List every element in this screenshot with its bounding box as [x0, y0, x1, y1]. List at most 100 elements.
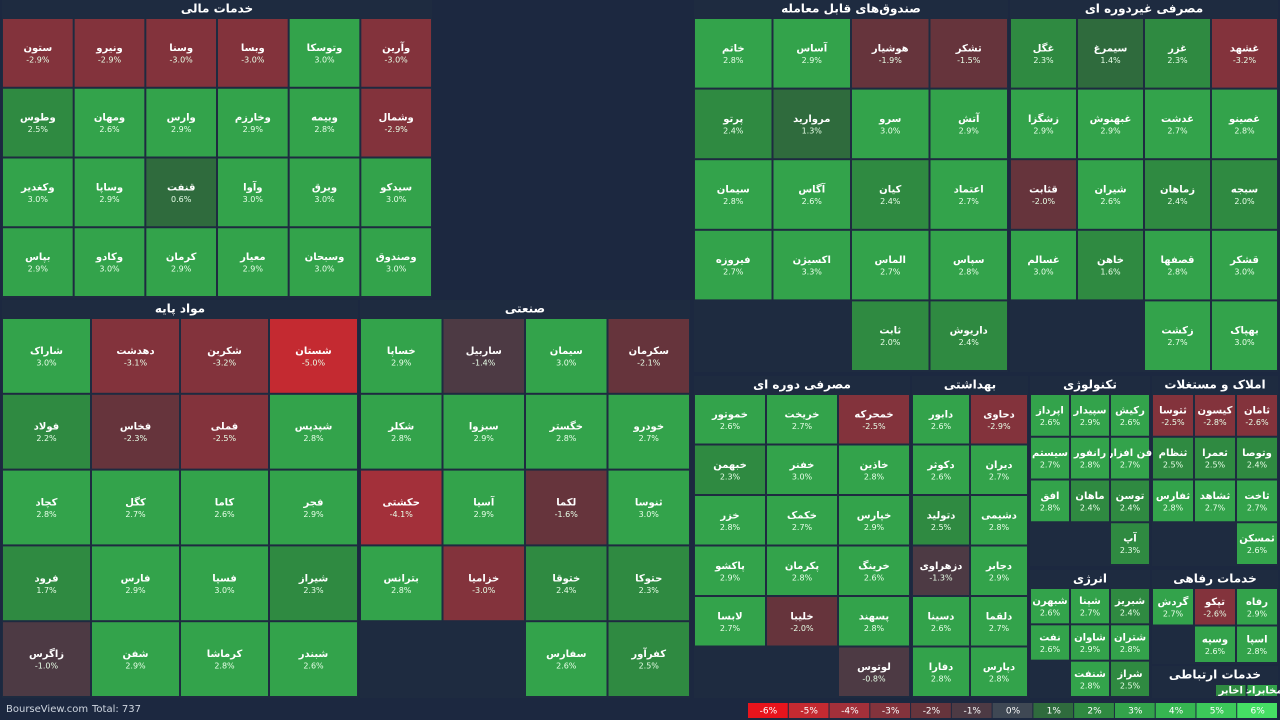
stock-name: وبیمه: [311, 113, 338, 124]
stock-tile: [1110, 588, 1150, 625]
stock-change: 2.3%: [1167, 56, 1188, 65]
stock-name: شاراک: [30, 346, 63, 357]
stock-name: خپارس: [857, 510, 892, 521]
stock-name: فن افزار: [1107, 448, 1152, 459]
stock-change: 2.7%: [1163, 609, 1184, 618]
stock-change: 1.4%: [1100, 56, 1121, 65]
stock-tile: [217, 227, 289, 297]
stock-tile: [838, 444, 910, 495]
stock-tile: [851, 159, 930, 230]
stock-tile: [180, 621, 269, 698]
stock-tile: [1110, 522, 1150, 565]
stock-tile: [1110, 624, 1150, 661]
stock-name: غبهنوش: [1090, 114, 1132, 125]
stock-name: وتوسکا: [307, 43, 343, 54]
stock-tile: [180, 469, 269, 546]
stock-name: اخابر: [1218, 686, 1243, 697]
stock-tile: [929, 18, 1008, 89]
stock-change: -1.4%: [472, 358, 496, 367]
stock-tile: [1010, 88, 1077, 160]
legend-label: -5%: [800, 707, 818, 717]
stock-change: 2.7%: [989, 472, 1010, 481]
stock-tile: [360, 545, 443, 622]
stock-tile: [607, 545, 690, 622]
stock-change: 2.6%: [214, 510, 235, 519]
stock-change: 3.0%: [28, 195, 49, 204]
stock-change: 2.7%: [959, 197, 980, 206]
stock-tile: [525, 545, 608, 622]
stock-change: -2.8%: [1203, 418, 1227, 427]
stock-tile: [288, 227, 361, 297]
stock-tile: [73, 18, 146, 88]
stock-tile: [525, 469, 608, 546]
stock-name: شپنا: [1079, 596, 1101, 607]
stock-change: 2.6%: [556, 662, 577, 671]
stock-tile: [91, 393, 180, 470]
stock-change: 2.7%: [1205, 503, 1226, 512]
stock-name: خموتور: [711, 409, 748, 420]
stock-tile: [1194, 625, 1236, 663]
stock-tile: [145, 18, 217, 88]
stock-change: 1.7%: [36, 586, 57, 595]
stock-change: -2.6%: [1245, 418, 1269, 427]
stock-change: 2.3%: [303, 586, 324, 595]
stock-tile: [2, 157, 74, 228]
stock-name: آتش: [958, 112, 980, 125]
stock-tile: [145, 227, 217, 297]
stock-name: شنفت: [1074, 669, 1106, 680]
stock-name: وسبحان: [305, 252, 345, 263]
stock-tile: [91, 545, 180, 622]
stock-name: آپ: [1123, 532, 1137, 545]
stock-name: اکسیژن: [793, 255, 831, 266]
stock-tile: [1110, 660, 1150, 698]
stock-name: قثابت: [1029, 185, 1058, 196]
stock-name: وبرق: [312, 182, 337, 193]
stock-name: فجر: [303, 498, 324, 509]
stock-name: شتران: [1114, 633, 1146, 644]
stock-name: دهدشت: [116, 346, 154, 357]
stock-name: سیستم: [1032, 448, 1068, 459]
stock-change: 2.7%: [989, 624, 1010, 633]
stock-change: 3.0%: [1234, 338, 1255, 347]
stock-tile: [1211, 159, 1278, 230]
stock-change: 2.8%: [391, 434, 412, 443]
stock-name: پکرمان: [785, 561, 820, 572]
stock-name: غشهد: [1230, 43, 1259, 54]
stock-tile: [607, 318, 690, 394]
stock-change: -3.0%: [385, 55, 409, 64]
stock-tile: [766, 596, 838, 647]
stock-change: -2.5%: [213, 434, 237, 443]
stock-tile: [970, 394, 1028, 445]
stock-tile: [269, 621, 358, 698]
stock-name: حکشتی: [383, 498, 420, 509]
stock-tile: [838, 394, 910, 445]
stock-name: خاتم: [722, 43, 745, 54]
stock-change: 2.9%: [474, 434, 495, 443]
stock-tile: [180, 393, 269, 470]
stock-name: لوتوس: [857, 662, 891, 673]
sector-title: انرژی: [1073, 572, 1107, 586]
stock-tile: [694, 88, 773, 160]
stock-tile: [694, 495, 766, 546]
stock-change: 2.9%: [959, 126, 980, 135]
stock-tile: [1236, 625, 1278, 663]
stock-tile: [1070, 624, 1110, 661]
stock-change: 2.4%: [1120, 503, 1141, 512]
stock-change: 2.7%: [1247, 503, 1268, 512]
stock-tile: [442, 393, 525, 470]
stock-name: کرماشا: [207, 649, 243, 660]
stock-name: شراز: [1116, 669, 1142, 680]
stock-change: -1.9%: [879, 56, 903, 65]
stock-change: 2.9%: [171, 125, 192, 134]
legend-swatch: [1237, 703, 1277, 718]
stock-change: 2.9%: [1100, 126, 1121, 135]
sector-title: صندوق‌های قابل معامله: [781, 2, 921, 17]
stock-change: 2.9%: [1080, 418, 1101, 427]
legend-label: -4%: [841, 707, 859, 717]
stock-change: 2.9%: [171, 265, 192, 274]
stock-tile: [73, 227, 146, 297]
stock-change: 2.9%: [1033, 126, 1054, 135]
stock-tile: [2, 18, 74, 88]
stock-name: لکما: [556, 498, 576, 509]
